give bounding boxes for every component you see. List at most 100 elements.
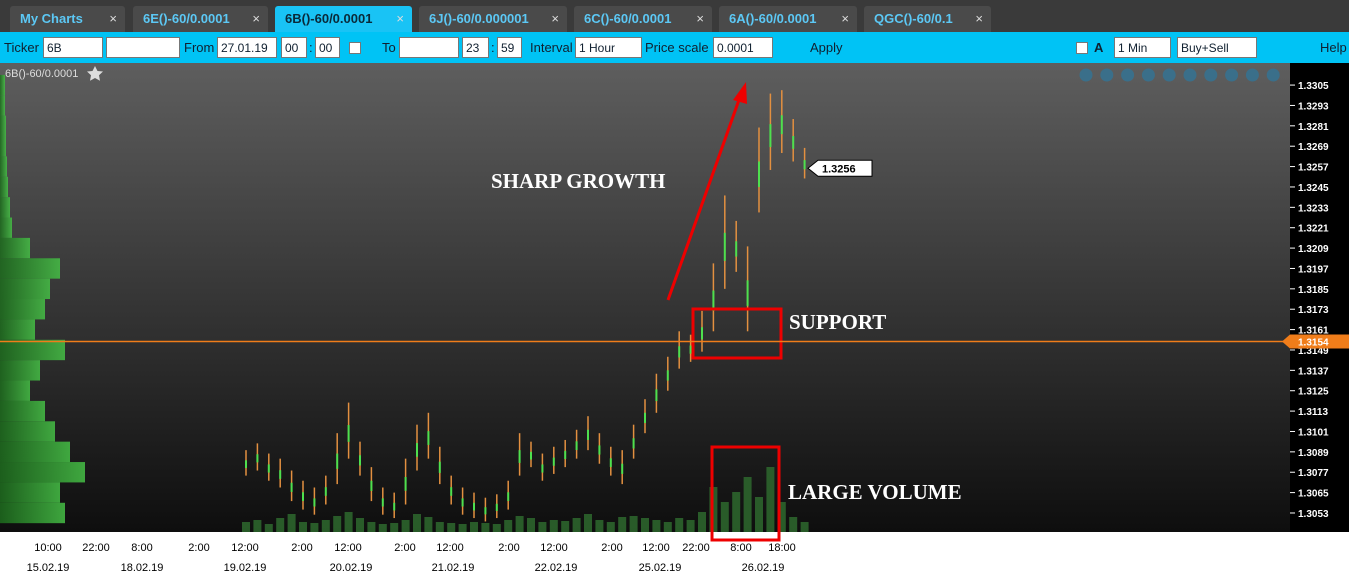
chart-tool-icon[interactable] <box>1245 68 1259 82</box>
x-tick-label: 12:00 <box>540 542 568 554</box>
volume-bar <box>527 518 535 532</box>
chart-tool-icon[interactable] <box>1162 68 1176 82</box>
volume-bar <box>378 524 387 532</box>
chart-tool-icon[interactable] <box>1121 68 1135 82</box>
close-icon[interactable]: × <box>252 11 260 26</box>
date-label: 20.02.19 <box>330 562 373 574</box>
close-icon[interactable]: × <box>696 11 704 26</box>
time-axis <box>0 532 1349 580</box>
chart-tool-icon[interactable] <box>1266 68 1280 82</box>
volume-bar <box>595 520 604 532</box>
timeframe-select[interactable]: 1 Min <box>1114 37 1171 58</box>
tab[interactable]: 6E()-60/0.0001 × <box>133 6 268 32</box>
volume-profile-bar <box>0 278 50 300</box>
x-tick-label: 2:00 <box>498 542 519 554</box>
y-tick-label: 1.3089 <box>1298 448 1329 459</box>
x-tick-label: 12:00 <box>642 542 670 554</box>
x-tick-label: 2:00 <box>601 542 622 554</box>
separator: : <box>491 40 495 55</box>
annotation: LARGE VOLUME <box>788 480 962 504</box>
auto-icon[interactable]: A <box>1094 40 1104 55</box>
interval-select[interactable]: 1 Hour <box>575 37 642 58</box>
volume-bar <box>743 477 752 532</box>
y-tick-label: 1.3173 <box>1298 305 1329 316</box>
apply-button[interactable]: Apply <box>810 40 843 55</box>
volume-bar <box>299 522 307 532</box>
volume-bar <box>515 516 524 532</box>
volume-profile-bar <box>0 258 60 279</box>
volume-bar <box>720 502 729 532</box>
y-tick-label: 1.3137 <box>1298 366 1329 377</box>
y-tick-label: 1.3245 <box>1298 183 1329 194</box>
chart-tool-icon[interactable] <box>1079 68 1093 82</box>
x-tick-label: 22:00 <box>82 542 110 554</box>
tab[interactable]: 6C()-60/0.0001 × <box>574 6 712 32</box>
tab[interactable]: QGC()-60/0.1 × <box>864 6 991 32</box>
from-hour[interactable]: 00 <box>281 37 307 58</box>
x-tick-label: 8:00 <box>730 542 751 554</box>
to-date[interactable] <box>399 37 459 58</box>
highlight-box <box>691 307 783 360</box>
volume-profile-bar <box>0 380 30 401</box>
ticker-select[interactable] <box>106 37 180 58</box>
tab[interactable]: 6J()-60/0.000001 × <box>419 6 567 32</box>
volume-bar <box>652 520 661 532</box>
date-label: 25.02.19 <box>639 562 682 574</box>
chart-tool-icon[interactable] <box>1183 68 1197 82</box>
volume-profile-bar <box>0 176 8 198</box>
volume-profile-bar <box>0 319 35 340</box>
chart-tool-icon[interactable] <box>1225 68 1239 82</box>
y-tick-label: 1.3053 <box>1298 509 1329 520</box>
close-icon[interactable]: × <box>841 11 849 26</box>
y-tick-label: 1.3293 <box>1298 101 1329 112</box>
volume-profile-bar <box>0 156 7 177</box>
checkbox[interactable] <box>349 42 361 54</box>
chart-title: 6B()-60/0.0001 <box>5 68 78 80</box>
help-link[interactable]: Help <box>1320 40 1347 55</box>
volume-bar <box>686 520 695 532</box>
date-label: 19.02.19 <box>224 562 267 574</box>
close-icon[interactable]: × <box>551 11 559 26</box>
volume-bar <box>663 522 672 532</box>
close-icon[interactable]: × <box>396 11 404 26</box>
price-scale-input[interactable]: 0.0001 <box>713 37 773 58</box>
to-min[interactable]: 59 <box>497 37 522 58</box>
volume-bar <box>253 520 262 532</box>
date-label: 15.02.19 <box>27 562 70 574</box>
annotation: SHARP GROWTH <box>491 169 665 193</box>
volume-bar <box>561 521 570 532</box>
from-date[interactable]: 27.01.19 <box>217 37 277 58</box>
tab[interactable]: 6B()-60/0.0001 × <box>275 6 412 32</box>
date-label: 26.02.19 <box>742 562 785 574</box>
to-hour[interactable]: 23 <box>462 37 489 58</box>
volume-bar <box>264 524 273 532</box>
side-select[interactable]: Buy+Sell <box>1177 37 1257 58</box>
chart-tool-icon[interactable] <box>1141 68 1155 82</box>
volume-bar <box>447 523 456 532</box>
close-icon[interactable]: × <box>109 11 117 26</box>
price-tag <box>1282 334 1349 349</box>
close-icon[interactable]: × <box>975 11 983 26</box>
volume-bar <box>481 523 490 532</box>
volume-profile-bar <box>0 299 45 320</box>
from-min[interactable]: 00 <box>315 37 340 58</box>
volume-bar <box>504 520 513 532</box>
star-icon[interactable] <box>87 66 103 81</box>
volume-bar <box>755 497 763 532</box>
label: From <box>184 40 215 55</box>
tab-label: 6A()-60/0.0001 <box>729 11 817 26</box>
checkbox[interactable] <box>1076 42 1088 54</box>
tab[interactable]: 6A()-60/0.0001 × <box>719 6 857 32</box>
volume-profile-bar <box>0 360 40 381</box>
chart-tool-icon[interactable] <box>1100 68 1114 82</box>
y-tick-label: 1.3185 <box>1298 285 1329 296</box>
ticker-input[interactable]: 6B <box>43 37 103 58</box>
volume-bar <box>766 467 775 532</box>
tab[interactable]: My Charts × <box>10 6 125 32</box>
volume-bar <box>390 523 399 532</box>
volume-bar <box>310 523 319 532</box>
volume-bar <box>321 520 330 532</box>
x-tick-label: 22:00 <box>682 542 710 554</box>
chart-tool-icon[interactable] <box>1204 68 1218 82</box>
